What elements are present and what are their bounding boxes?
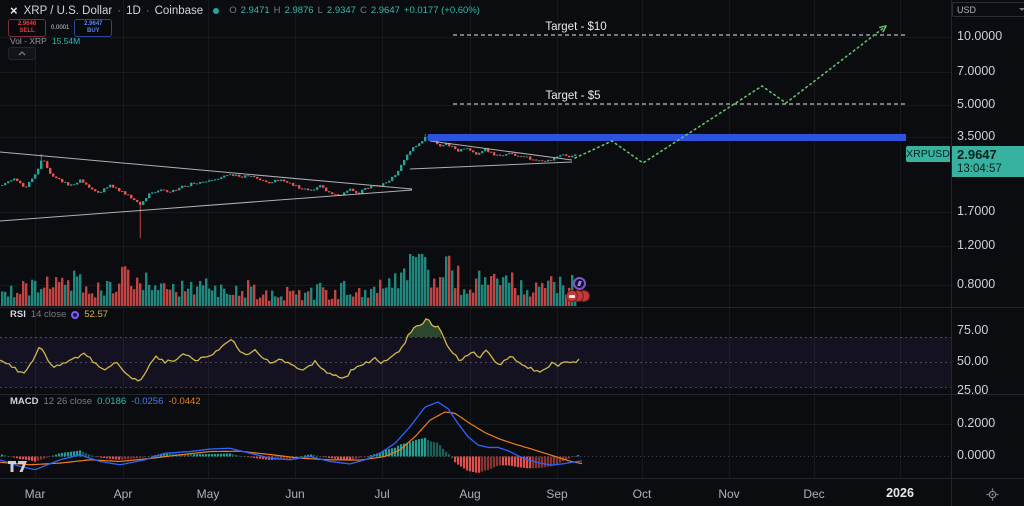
time-axis-label[interactable]: Jun xyxy=(285,487,305,501)
volume-label: Vol - XRP xyxy=(10,36,47,46)
chevron-up-icon xyxy=(18,51,26,56)
price-scale-label[interactable]: 3.5000 xyxy=(957,129,996,143)
time-axis-label[interactable]: Mar xyxy=(24,487,46,501)
gear-icon xyxy=(986,488,999,501)
volume-value: 15.54M xyxy=(51,36,81,46)
target-lines[interactable] xyxy=(453,34,905,105)
price-scale-label[interactable]: 0.2000 xyxy=(957,416,996,430)
purple-coin-sticker[interactable] xyxy=(573,277,586,290)
rsi-value: 52.57 xyxy=(84,309,109,320)
open-label: O xyxy=(229,5,237,16)
macd-hist-value: 0.0186 xyxy=(97,396,127,407)
last-price-badge: 2.9647 13:04:57 xyxy=(952,146,1024,177)
macd-plot xyxy=(0,401,583,473)
close-label: C xyxy=(359,5,367,16)
sell-button[interactable]: 2.9646 SELL xyxy=(8,19,46,37)
price-scale-label[interactable]: 7.0000 xyxy=(957,64,996,78)
volume-series xyxy=(1,254,577,306)
sell-label: SELL xyxy=(19,28,35,34)
time-axis-label[interactable]: Nov xyxy=(718,487,740,501)
time-axis-label[interactable]: Dec xyxy=(803,487,825,501)
chart-stickers[interactable] xyxy=(566,277,598,305)
buy-price: 2.9647 xyxy=(84,21,103,27)
exchange-label[interactable]: Coinbase xyxy=(154,4,204,17)
price-scale-label[interactable]: 1.7000 xyxy=(957,204,996,218)
rsi-legend: RSI 14 close 52.57 xyxy=(10,309,108,320)
sell-price: 2.9646 xyxy=(17,21,37,27)
rsi-indicator-icon[interactable] xyxy=(71,310,80,319)
bar-countdown: 13:04:57 xyxy=(957,163,1002,175)
projection-path-drawing[interactable] xyxy=(574,25,887,164)
time-axis-label[interactable]: Jul xyxy=(374,487,390,501)
time-axis-label[interactable]: Oct xyxy=(632,487,652,501)
interval-label[interactable]: 1D xyxy=(126,4,141,17)
last-price-value: 2.9647 xyxy=(957,147,997,162)
trade-panel: 2.9646 SELL 0.0001 2.9647 BUY xyxy=(8,19,113,37)
low-label: L xyxy=(317,5,323,16)
time-axis-label[interactable]: Sep xyxy=(546,487,568,501)
price-scale-label[interactable]: 1.2000 xyxy=(957,238,996,252)
ohlc-readout: O 2.9471 H 2.9876 L 2.9347 C 2.9647 +0.0177 … xyxy=(229,5,480,16)
tradingview-logo-icon xyxy=(8,461,27,472)
low-value: 2.9347 xyxy=(326,5,356,16)
legend-collapse-button[interactable] xyxy=(8,47,36,60)
price-scale-label[interactable]: 0.0000 xyxy=(957,448,996,462)
separator: · xyxy=(117,4,122,17)
price-scale-label[interactable]: 0.8000 xyxy=(957,277,996,291)
macd-line-value: -0.0256 xyxy=(131,396,164,407)
time-axis-label[interactable]: Apr xyxy=(113,487,133,501)
macd-title[interactable]: MACD xyxy=(10,396,39,407)
symbol-legend: × XRP / U.S. Dollar · 1D · Coinbase O 2.9… xyxy=(10,3,480,18)
close-value: 2.9647 xyxy=(370,5,400,16)
symbol-title[interactable]: XRP / U.S. Dollar xyxy=(23,4,113,17)
high-value: 2.9876 xyxy=(284,5,314,16)
buy-label: BUY xyxy=(87,28,100,34)
time-axis-label[interactable]: May xyxy=(196,487,220,501)
resistance-bar-drawing[interactable] xyxy=(428,134,906,141)
separator: · xyxy=(145,4,150,17)
target-10-label[interactable]: Target - $10 xyxy=(545,21,607,33)
macd-legend: MACD 12 26 close 0.0186 -0.0256 -0.0442 xyxy=(10,396,201,407)
xrp-logo-icon: × xyxy=(10,3,18,18)
axis-settings-button[interactable] xyxy=(986,488,999,506)
rsi-params: 14 close xyxy=(30,309,67,320)
volume-legend: Vol - XRP 15.54M xyxy=(10,36,80,46)
high-label: H xyxy=(273,5,281,16)
symbol-price-tag: XRPUSD xyxy=(906,146,950,162)
open-value: 2.9471 xyxy=(240,5,270,16)
target-5-label[interactable]: Target - $5 xyxy=(545,90,601,102)
currency-selector-button[interactable]: USD xyxy=(952,2,1024,17)
price-scale-label[interactable]: 75.00 xyxy=(957,323,989,337)
time-axis-label[interactable]: Aug xyxy=(459,487,481,501)
macd-params: 12 26 close xyxy=(43,396,93,407)
tradingview-logo[interactable] xyxy=(8,461,30,479)
macd-signal-value: -0.0442 xyxy=(168,396,201,407)
price-scale-label[interactable]: 25.00 xyxy=(957,383,989,397)
trendline-drawings[interactable] xyxy=(0,140,573,222)
rsi-band xyxy=(0,337,951,457)
buy-button[interactable]: 2.9647 BUY xyxy=(74,19,113,37)
time-axis-year-label[interactable]: 2026 xyxy=(886,486,914,500)
change-value: +0.0177 (+0.60%) xyxy=(403,5,480,16)
price-scale-label[interactable]: 10.0000 xyxy=(957,29,1003,43)
candlestick-series xyxy=(1,133,577,239)
rsi-plot xyxy=(0,317,580,382)
currency-label: USD xyxy=(957,4,977,15)
market-status-icon xyxy=(213,7,220,14)
red-coin-sticker[interactable] xyxy=(566,290,578,302)
price-scale-label[interactable]: 50.00 xyxy=(957,354,989,368)
rsi-title[interactable]: RSI xyxy=(10,309,26,320)
price-scale-label[interactable]: 5.0000 xyxy=(957,97,996,111)
spread-value: 0.0001 xyxy=(51,25,70,31)
chevron-down-icon xyxy=(1019,8,1024,11)
